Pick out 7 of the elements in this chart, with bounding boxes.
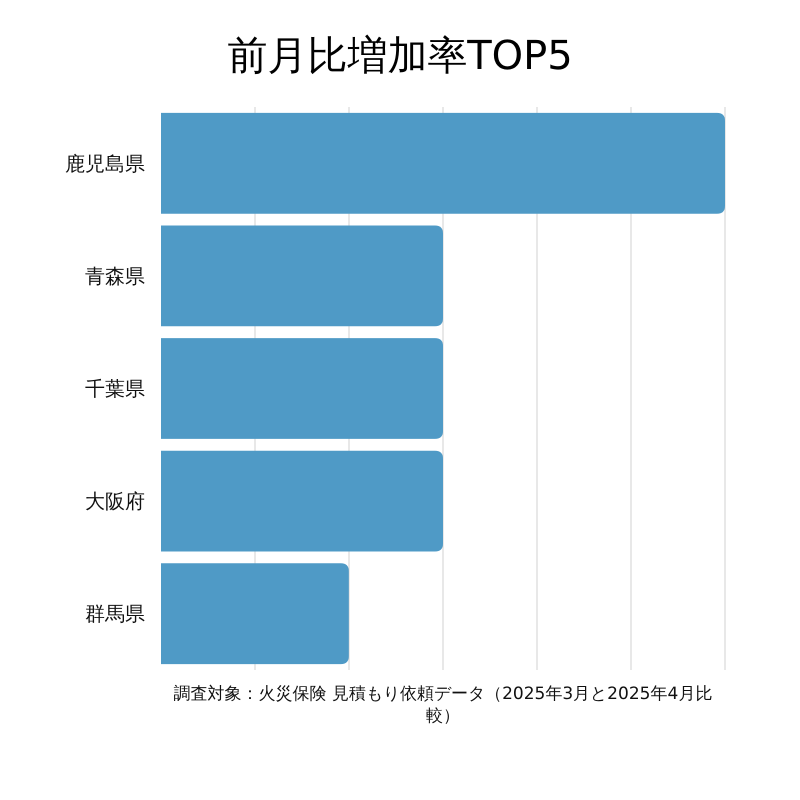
- title: 前月比増加率TOP5: [226, 32, 574, 81]
- y-tick-label: 鹿児島県: [65, 151, 145, 176]
- y-tick-label: 青森県: [85, 264, 145, 288]
- text: 調査対象：火災保険 見積もり依頼データ（2025年3月と2025年4月比較）: [172, 683, 714, 727]
- y-tick-label: 大阪府: [85, 489, 145, 514]
- y-tick-label: 千葉県: [85, 376, 145, 400]
- y-tick-label: 群馬県: [85, 602, 145, 626]
